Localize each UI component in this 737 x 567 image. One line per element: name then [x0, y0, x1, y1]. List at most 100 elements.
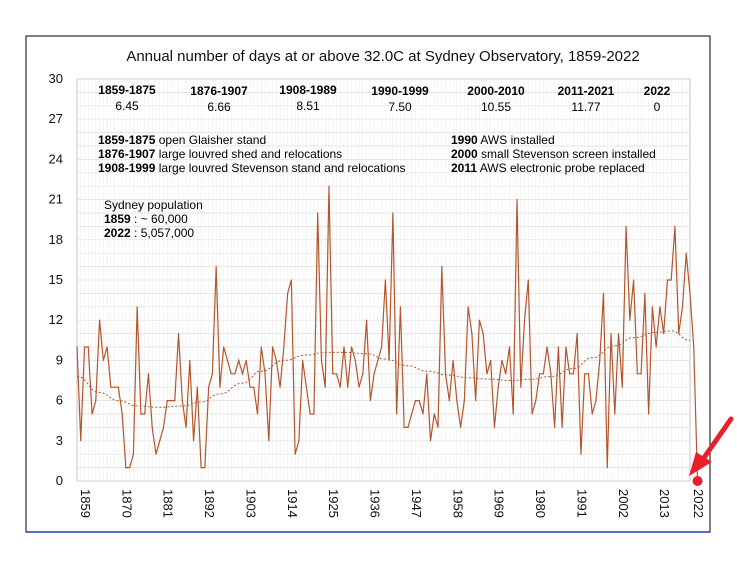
data-point: [365, 319, 368, 321]
data-point: [230, 373, 232, 375]
data-point: [531, 413, 533, 415]
trend-line: [76, 330, 691, 408]
data-point: [313, 413, 315, 415]
period-label: 1908-1989: [279, 83, 337, 97]
data-point: [117, 386, 119, 388]
period-label: 1859-1875: [98, 83, 156, 97]
data-point: [177, 333, 180, 335]
data-point: [200, 467, 202, 469]
data-point: [384, 279, 386, 281]
data-point: [482, 333, 484, 335]
data-point: [140, 413, 142, 415]
x-tick-label: 1870: [119, 489, 134, 518]
data-point: [347, 386, 349, 388]
x-tick-label: 1892: [202, 489, 217, 518]
last-value-marker: [692, 476, 703, 486]
data-point: [305, 386, 308, 388]
data-point: [493, 426, 496, 428]
data-point: [362, 373, 364, 375]
data-point: [170, 400, 172, 402]
x-tick-label: 1980: [533, 489, 548, 518]
data-point: [508, 346, 511, 348]
data-point: [155, 453, 157, 455]
data-point: [114, 386, 116, 388]
data-point: [497, 386, 499, 388]
data-point: [399, 306, 402, 308]
data-point: [343, 346, 345, 348]
data-point: [76, 346, 78, 348]
y-tick-label: 6: [56, 393, 63, 408]
data-point: [659, 306, 661, 308]
series-line: [76, 186, 699, 482]
x-tick-label: 1881: [161, 489, 176, 518]
data-point: [595, 400, 597, 402]
data-point: [433, 413, 435, 415]
data-point: [456, 400, 458, 402]
arrow-head: [689, 452, 712, 476]
data-point: [283, 346, 285, 348]
data-point: [95, 400, 97, 402]
population-heading: Sydney population: [104, 198, 203, 212]
data-point: [685, 252, 687, 254]
data-point: [459, 426, 462, 428]
y-tick-label: 18: [49, 232, 63, 247]
data-point: [264, 373, 266, 375]
period-label: 1990-1999: [371, 84, 429, 98]
x-tick-label: 1925: [326, 489, 341, 518]
data-point: [245, 359, 247, 361]
data-point: [414, 400, 417, 402]
y-tick-label: 0: [56, 473, 63, 488]
data-point: [159, 440, 161, 442]
data-point: [335, 373, 338, 375]
data-point: [381, 346, 383, 348]
data-point: [550, 373, 552, 375]
y-tick-label: 9: [56, 352, 63, 367]
data-point: [174, 400, 176, 402]
data-point: [561, 426, 563, 428]
data-point: [268, 440, 270, 442]
data-point: [147, 373, 150, 375]
data-point: [279, 386, 281, 388]
period-value: 7.50: [388, 100, 412, 114]
x-tick-label: 1969: [492, 489, 507, 518]
data-point: [392, 212, 394, 214]
data-point: [208, 386, 210, 388]
data-point: [651, 306, 653, 308]
data-point: [354, 359, 356, 361]
data-point: [223, 346, 225, 348]
data-point: [655, 346, 657, 348]
data-point: [162, 426, 165, 428]
data-point: [636, 373, 638, 375]
data-point: [253, 386, 255, 388]
data-point: [663, 333, 665, 335]
data-point: [407, 426, 409, 428]
data-point: [678, 333, 680, 335]
data-point: [452, 359, 454, 361]
data-point: [144, 413, 146, 415]
y-tick-label: 21: [49, 192, 63, 207]
data-point: [418, 400, 420, 402]
data-point: [584, 373, 586, 375]
x-tick-label: 1991: [574, 489, 589, 518]
data-point: [290, 279, 292, 281]
y-axis-ticks: 0 3 6 9 12 15 18 21 24 27 30: [49, 71, 63, 488]
data-point: [569, 373, 571, 375]
data-point: [576, 333, 578, 335]
data-point: [444, 373, 447, 375]
x-tick-label: 1936: [368, 489, 383, 518]
data-point: [448, 400, 450, 402]
period-value: 6.45: [115, 99, 139, 113]
data-point: [411, 413, 413, 415]
data-point: [463, 400, 465, 402]
data-point: [426, 373, 428, 375]
data-point: [125, 467, 127, 469]
data-point: [644, 292, 646, 294]
data-point: [599, 359, 601, 361]
data-point: [369, 400, 371, 402]
data-point: [580, 453, 582, 455]
x-tick-label: 1947: [409, 489, 424, 518]
x-tick-label: 1859: [78, 489, 93, 518]
data-point: [467, 306, 469, 308]
data-point: [102, 359, 104, 361]
data-point: [166, 400, 168, 402]
